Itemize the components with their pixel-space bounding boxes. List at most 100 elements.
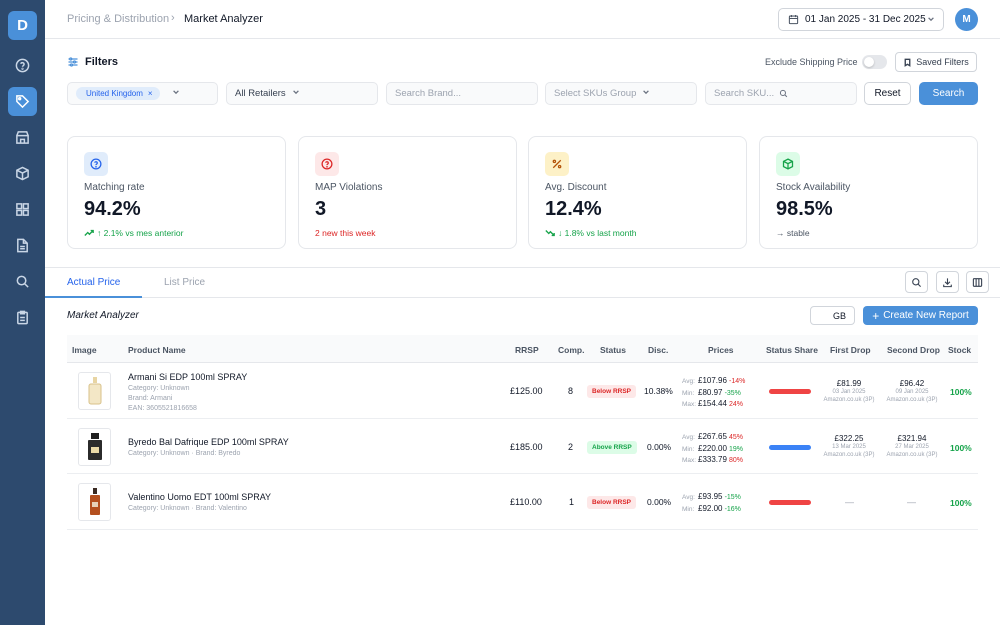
product-image-armani[interactable] [78,372,111,410]
chip-remove-icon[interactable]: × [147,89,153,98]
price-value: £93.95 [698,492,723,501]
price-label: Avg: [682,378,695,385]
clipboard-icon[interactable] [8,303,37,332]
column-header[interactable]: Second Drop [887,345,940,355]
create-new-report-button[interactable]: + Create New Report [863,306,978,325]
kpi-trend-text: → stable [776,228,810,238]
second-drop-cell: £96.42 09 Jan 2025 Amazon.co.uk (3P) [877,379,947,404]
plus-icon: + [872,308,880,323]
search-button[interactable]: Search [919,82,978,105]
country-chip[interactable]: United Kingdom × [76,87,160,100]
price-tabs: Actual Price List Price [45,267,1000,298]
retailers-select[interactable]: All Retailers [226,82,378,105]
kpi-value: 3 [315,198,327,220]
download-icon [943,277,952,287]
second-drop-date: 09 Jan 2025 [895,389,929,395]
tab-list-price[interactable]: List Price [164,277,206,288]
date-range-value: 01 Jan 2025 - 31 Dec 2025 [805,14,926,25]
date-range-picker[interactable]: 01 Jan 2025 - 31 Dec 2025 [778,8,944,31]
breadcrumb-parent[interactable]: Pricing & Distribution [67,13,170,25]
prices-cell: Avg: £93.95 -15% Min: £92.00 -16% [682,492,741,515]
download-button[interactable] [936,271,959,293]
rrsp-value: £110.00 [510,497,542,507]
product-name[interactable]: Valentino Uomo EDT 100ml SPRAY [128,492,272,502]
column-header[interactable]: Stock [948,345,972,355]
second-drop-source: Amazon.co.uk (3P) [886,397,938,403]
column-header[interactable]: Status [600,345,626,355]
column-header[interactable]: Product Name [128,345,186,355]
status-badge: Above RRSP [587,441,637,454]
top-header: Pricing & Distribution › Market Analyzer… [45,0,1000,39]
search-icon[interactable] [8,267,37,296]
exclude-shipping-toggle[interactable] [862,55,887,69]
price-delta: 45% [729,434,744,441]
column-header[interactable]: Status Share [766,345,818,355]
document-icon[interactable] [8,231,37,260]
price-value: £107.96 [698,376,727,385]
help-circle-icon[interactable] [8,51,37,80]
product-name[interactable]: Byredo Bal Dafrique EDP 100ml SPRAY [128,437,289,447]
kpi-value: 12.4% [545,198,602,220]
prices-cell: Avg: £107.96 -14% Min: £80.97 -35% Max: £15… [682,376,745,411]
price-value: £92.00 [698,503,723,513]
store-icon[interactable] [8,123,37,152]
table-row[interactable]: Byredo Bal Dafrique EDP 100ml SPRAY Cate… [67,419,978,474]
user-avatar[interactable]: M [955,8,978,31]
grid-icon[interactable] [8,195,37,224]
first-drop-cell: £322.25 13 Mar 2025 Amazon.co.uk (3P) [814,434,884,459]
table-search-button[interactable] [905,271,928,293]
price-delta: -16% [724,505,741,513]
saved-filters-button[interactable]: Saved Filters [895,52,977,72]
product-image-valentino[interactable] [78,483,111,521]
package-icon[interactable] [8,159,37,188]
section-title: Market Analyzer [67,310,139,321]
kpi-value: 94.2% [84,198,141,220]
sku-group-placeholder: Select SKUs Group [554,88,637,99]
chevron-down-icon [292,88,300,99]
first-drop-source: Amazon.co.uk (3P) [823,452,875,458]
prices-cell: Avg: £267.65 45% Min: £220.00 19% Max: £333… [682,432,743,467]
active-tab-indicator [45,296,142,298]
column-header[interactable]: First Drop [830,345,871,355]
first-drop-empty: — [845,497,854,507]
app-logo[interactable]: D [8,11,37,40]
tab-actual-price[interactable]: Actual Price [67,277,121,288]
price-delta: 24% [729,401,744,408]
column-header[interactable]: Prices [708,345,734,355]
table-row[interactable]: Valentino Uomo EDT 100ml SPRAY Category:… [67,474,978,530]
discount-value: 0.00% [647,497,672,507]
second-drop-source: Amazon.co.uk (3P) [886,452,938,458]
sku-group-select[interactable]: Select SKUs Group [545,82,697,105]
country-code-button[interactable]: GB [810,306,855,325]
reset-button[interactable]: Reset [864,82,911,105]
column-header[interactable]: Image [72,345,97,355]
second-drop-price: £96.42 [899,379,925,388]
price-delta: -15% [724,494,741,501]
price-label: Avg: [682,494,695,501]
sku-search-input[interactable]: Search SKU... [705,82,857,105]
kpi-card-avg-discount: Avg. Discount 12.4% ↓ 1.8% vs last month [528,136,747,249]
first-drop-price: £322.25 [834,434,864,443]
product-ean: EAN: 3605521816658 [128,405,197,412]
country-select[interactable]: United Kingdom × [67,82,218,105]
table-row[interactable]: Armani Si EDP 100ml SPRAY Category: Unkn… [67,363,978,419]
status-badge: Below RRSP [587,496,637,509]
price-delta: -14% [729,378,746,385]
product-category-brand: Category: Unknown · Brand: Valentino [128,505,247,512]
kpi-label: MAP Violations [315,182,383,193]
bookmark-icon [904,58,911,67]
column-header[interactable]: Comp. [558,345,585,355]
rrsp-value: £125.00 [510,386,543,396]
product-image-byredo[interactable] [78,428,111,466]
product-name[interactable]: Armani Si EDP 100ml SPRAY [128,372,248,382]
tag-icon[interactable] [8,87,37,116]
columns-button[interactable] [966,271,989,293]
kpi-label: Matching rate [84,182,145,193]
breadcrumb-current: Market Analyzer [184,13,263,25]
breadcrumb-chevron-icon: › [171,12,175,24]
column-header[interactable]: Disc. [648,345,669,355]
price-value: £154.44 [698,399,727,408]
brand-search-input[interactable]: Search Brand... [386,82,538,105]
column-header[interactable]: RRSP [515,345,539,355]
kpi-trend-text: ↓ 1.8% vs last month [558,228,637,238]
